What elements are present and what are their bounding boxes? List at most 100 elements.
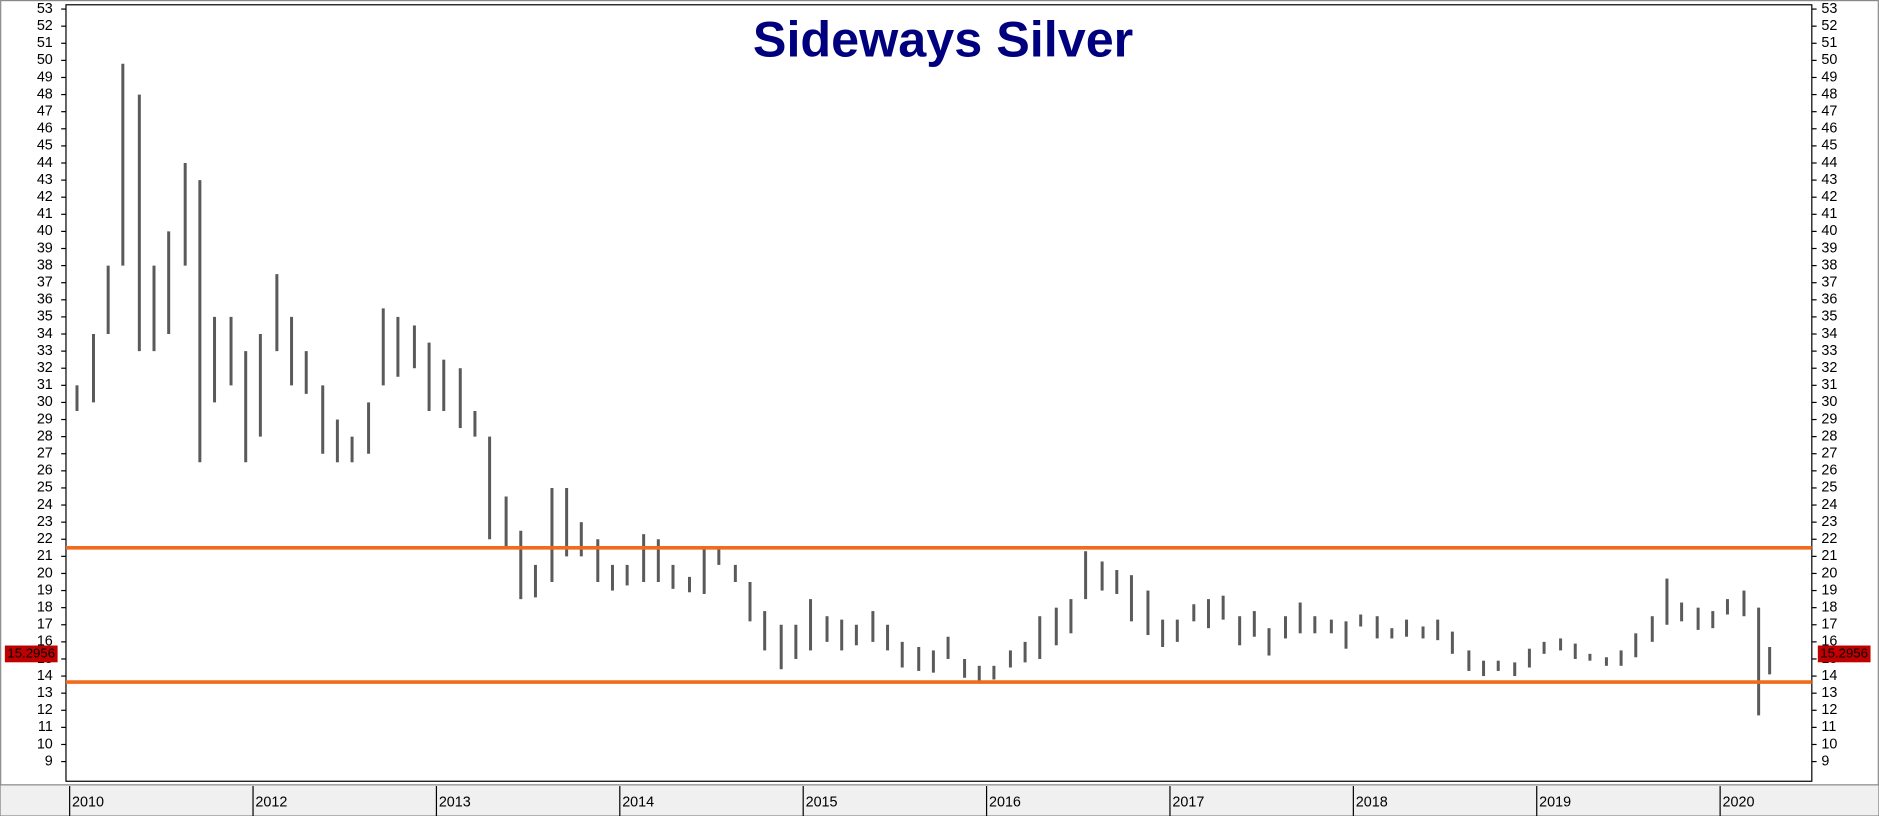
y2-tick-label: 26 (1821, 463, 1837, 479)
last-price-label: 15.2956 (1820, 645, 1868, 660)
y-tick-label: 35 (37, 309, 53, 325)
y-tick-label: 37 (37, 275, 53, 291)
y-tick-label: 32 (37, 360, 53, 376)
y-tick-label: 33 (37, 343, 53, 359)
y-tick-label: 42 (37, 189, 53, 205)
y2-tick-label: 11 (1821, 719, 1836, 735)
x-tick-label: 2019 (1539, 795, 1571, 811)
last-price-label: 15.2956 (7, 645, 55, 660)
x-tick-label: 2013 (439, 795, 471, 811)
y2-tick-label: 45 (1821, 138, 1837, 154)
y2-tick-label: 52 (1821, 18, 1837, 34)
y2-tick-label: 34 (1821, 326, 1837, 342)
y2-tick-label: 30 (1821, 394, 1837, 410)
y2-tick-label: 43 (1821, 172, 1837, 188)
y2-tick-label: 9 (1821, 753, 1829, 769)
y-tick-label: 11 (38, 719, 53, 735)
y-tick-label: 24 (37, 497, 53, 513)
y2-tick-label: 46 (1821, 121, 1837, 137)
y2-tick-label: 48 (1821, 86, 1837, 102)
plot-area (65, 4, 1813, 782)
y2-tick-label: 20 (1821, 565, 1837, 581)
y-tick-label: 34 (37, 326, 53, 342)
y2-tick-label: 49 (1821, 69, 1837, 85)
y2-tick-label: 29 (1821, 411, 1837, 427)
y2-tick-label: 38 (1821, 257, 1837, 273)
y-tick-label: 29 (37, 411, 53, 427)
y-tick-label: 25 (37, 480, 53, 496)
y-tick-label: 39 (37, 240, 53, 256)
y2-tick-label: 36 (1821, 292, 1837, 308)
y2-tick-label: 44 (1821, 155, 1837, 171)
y2-tick-label: 27 (1821, 446, 1837, 462)
x-tick-label: 2015 (806, 795, 838, 811)
y-tick-label: 20 (37, 565, 53, 581)
y2-tick-label: 28 (1821, 428, 1837, 444)
y2-tick-label: 25 (1821, 480, 1837, 496)
y-tick-label: 53 (37, 1, 53, 17)
y-tick-label: 26 (37, 463, 53, 479)
y-tick-label: 19 (37, 582, 53, 598)
y2-tick-label: 13 (1821, 685, 1837, 701)
x-tick-label: 2010 (72, 795, 104, 811)
y-tick-label: 50 (37, 52, 53, 68)
last-price-box (4, 645, 58, 663)
y2-tick-label: 22 (1821, 531, 1837, 547)
y2-tick-label: 19 (1821, 582, 1837, 598)
y-tick-label: 22 (37, 531, 53, 547)
y-tick-label: 51 (37, 35, 53, 51)
y-tick-label: 28 (37, 428, 53, 444)
x-tick-label: 2020 (1723, 795, 1755, 811)
y2-tick-label: 14 (1821, 668, 1837, 684)
y-tick-label: 44 (37, 155, 53, 171)
y-tick-label: 14 (37, 668, 53, 684)
x-tick-label: 2017 (1172, 795, 1204, 811)
chart-title: Sideways Silver (753, 10, 1133, 67)
y-tick-label: 40 (37, 223, 53, 239)
y2-tick-label: 41 (1821, 206, 1837, 222)
y2-tick-label: 42 (1821, 189, 1837, 205)
y2-tick-label: 31 (1821, 377, 1837, 393)
y2-tick-label: 17 (1821, 617, 1837, 633)
y2-tick-label: 47 (1821, 103, 1837, 119)
y2-tick-label: 18 (1821, 599, 1837, 615)
y-tick-label: 31 (37, 377, 53, 393)
y2-tick-label: 53 (1821, 1, 1837, 17)
y-tick-label: 52 (37, 18, 53, 34)
y2-tick-label: 23 (1821, 514, 1837, 530)
y-tick-label: 49 (37, 69, 53, 85)
y-tick-label: 43 (37, 172, 53, 188)
y2-tick-label: 35 (1821, 309, 1837, 325)
x-axis-strip (0, 784, 1879, 816)
y-tick-label: 12 (37, 702, 53, 718)
x-tick-label: 2016 (989, 795, 1021, 811)
y2-tick-label: 50 (1821, 52, 1837, 68)
y2-tick-label: 21 (1821, 548, 1837, 564)
y-tick-label: 9 (45, 753, 53, 769)
y-tick-label: 47 (37, 103, 53, 119)
y-tick-label: 38 (37, 257, 53, 273)
last-price-box (1817, 645, 1871, 663)
x-tick-label: 2014 (622, 795, 654, 811)
y2-tick-label: 32 (1821, 360, 1837, 376)
y-tick-label: 48 (37, 86, 53, 102)
y-tick-label: 17 (37, 617, 53, 633)
x-tick-label: 2012 (255, 795, 287, 811)
y-tick-label: 10 (37, 736, 53, 752)
y2-tick-label: 51 (1821, 35, 1837, 51)
y-tick-label: 45 (37, 138, 53, 154)
y-tick-label: 30 (37, 394, 53, 410)
y-tick-label: 23 (37, 514, 53, 530)
y2-tick-label: 40 (1821, 223, 1837, 239)
y-tick-label: 36 (37, 292, 53, 308)
y-tick-label: 41 (37, 206, 53, 222)
y2-tick-label: 24 (1821, 497, 1837, 513)
y2-tick-label: 12 (1821, 702, 1837, 718)
y2-tick-label: 39 (1821, 240, 1837, 256)
y-tick-label: 27 (37, 446, 53, 462)
y2-tick-label: 10 (1821, 736, 1837, 752)
y2-tick-label: 37 (1821, 275, 1837, 291)
y-tick-label: 13 (37, 685, 53, 701)
